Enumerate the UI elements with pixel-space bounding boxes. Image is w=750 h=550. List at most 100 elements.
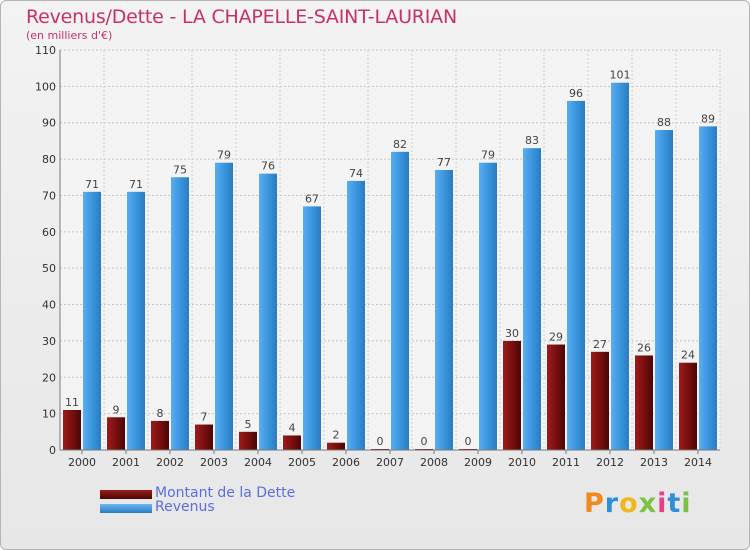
y-tick-label: 10 xyxy=(42,408,56,421)
data-label-revenus: 75 xyxy=(173,163,187,176)
logo-letter: P xyxy=(584,488,605,519)
x-tick-label: 2003 xyxy=(200,456,228,469)
bar-revenus xyxy=(479,162,497,450)
y-tick-label: 50 xyxy=(42,262,56,275)
data-label-dette: 2 xyxy=(333,429,340,442)
bar-dette xyxy=(591,351,609,450)
data-label-revenus: 88 xyxy=(657,116,671,129)
data-label-revenus: 71 xyxy=(85,178,99,191)
bar-revenus xyxy=(83,191,101,450)
bar-dette xyxy=(107,417,125,450)
bar-revenus xyxy=(347,180,365,450)
logo-letter: i xyxy=(681,488,692,519)
data-label-dette: 0 xyxy=(377,435,384,448)
bar-revenus xyxy=(435,170,453,450)
bar-dette xyxy=(239,431,257,450)
data-label-revenus: 76 xyxy=(261,160,275,173)
y-tick-label: 80 xyxy=(42,153,56,166)
labels-layer: 11 71 9 71 8 75 7 79 5 76 4 67 2 74 0 82 0 77 0 79 30 83 29 96 2… xyxy=(65,69,715,448)
y-tick-label: 70 xyxy=(42,189,56,202)
data-label-dette: 4 xyxy=(289,421,296,434)
bar-dette xyxy=(151,420,169,450)
y-tick-label: 0 xyxy=(49,444,56,457)
bars-layer xyxy=(63,82,717,451)
bar-revenus xyxy=(303,206,321,450)
data-label-dette: 29 xyxy=(549,331,563,344)
logo-letter: r xyxy=(604,488,620,519)
bar-dette xyxy=(283,435,301,450)
x-tick-label: 2006 xyxy=(332,456,360,469)
bar-dette xyxy=(327,442,345,450)
bar-revenus xyxy=(699,126,717,450)
y-tick-label: 40 xyxy=(42,299,56,312)
x-tick-label: 2014 xyxy=(684,456,712,469)
data-label-revenus: 96 xyxy=(569,87,583,100)
bar-dette xyxy=(63,410,81,450)
logo-letter: t xyxy=(667,488,682,519)
bar-dette xyxy=(679,362,697,450)
data-label-dette: 5 xyxy=(245,418,252,431)
data-label-revenus: 101 xyxy=(610,69,631,82)
bar-revenus xyxy=(567,100,585,450)
x-tick-label: 2005 xyxy=(288,456,316,469)
data-label-dette: 30 xyxy=(505,327,519,340)
chart-subtitle: (en milliers d'€) xyxy=(26,29,113,42)
x-tick-label: 2009 xyxy=(464,456,492,469)
x-tick-label: 2004 xyxy=(244,456,272,469)
data-label-revenus: 74 xyxy=(349,167,363,180)
bar-dette xyxy=(635,355,653,450)
bar-revenus xyxy=(215,162,233,450)
x-tick-label: 2002 xyxy=(156,456,184,469)
data-label-revenus: 79 xyxy=(481,149,495,162)
data-label-revenus: 89 xyxy=(701,112,715,125)
legend-label-revenus: Revenus xyxy=(155,499,215,515)
data-label-revenus: 77 xyxy=(437,156,451,169)
data-label-dette: 9 xyxy=(113,403,120,416)
legend-label-dette: Montant de la Dette xyxy=(155,485,296,501)
data-label-revenus: 83 xyxy=(525,134,539,147)
y-tick-label: 20 xyxy=(42,371,56,384)
y-tick-label: 110 xyxy=(35,44,56,57)
bar-revenus xyxy=(259,173,277,451)
grid-layer xyxy=(59,49,721,451)
x-tick-label: 2010 xyxy=(508,456,536,469)
legend-swatch-dette xyxy=(100,490,152,499)
bar-revenus xyxy=(523,148,541,450)
y-tick-label: 30 xyxy=(42,335,56,348)
bar-revenus xyxy=(127,191,145,450)
logo-letter: i xyxy=(657,488,668,519)
logo-letter: o xyxy=(619,488,639,519)
bar-revenus xyxy=(391,151,409,450)
y-tick-label: 100 xyxy=(35,80,56,93)
bar-dette xyxy=(195,424,213,450)
legend-swatch-revenus xyxy=(100,504,152,513)
x-tick-label: 2013 xyxy=(640,456,668,469)
data-label-revenus: 67 xyxy=(305,192,319,205)
plot-area xyxy=(60,50,720,450)
x-tick-label: 2001 xyxy=(112,456,140,469)
data-label-revenus: 82 xyxy=(393,138,407,151)
x-tick-label: 2012 xyxy=(596,456,624,469)
data-label-dette: 26 xyxy=(637,341,651,354)
bar-dette xyxy=(547,344,565,450)
data-label-revenus: 71 xyxy=(129,178,143,191)
logo-letter: x xyxy=(638,488,658,519)
bar-revenus xyxy=(171,177,189,451)
bar-revenus xyxy=(655,130,673,450)
data-label-revenus: 79 xyxy=(217,149,231,162)
y-tick-label: 90 xyxy=(42,117,56,130)
y-tick-label: 60 xyxy=(42,226,56,239)
data-label-dette: 27 xyxy=(593,338,607,351)
data-label-dette: 7 xyxy=(201,411,208,424)
data-label-dette: 11 xyxy=(65,396,79,409)
x-tick-label: 2007 xyxy=(376,456,404,469)
bar-dette xyxy=(503,340,521,450)
proxiti-logo: Proxiti xyxy=(584,488,692,519)
data-label-dette: 0 xyxy=(465,435,472,448)
data-label-dette: 24 xyxy=(681,349,695,362)
bar-revenus xyxy=(611,82,629,451)
x-tick-label: 2011 xyxy=(552,456,580,469)
x-tick-label: 2008 xyxy=(420,456,448,469)
